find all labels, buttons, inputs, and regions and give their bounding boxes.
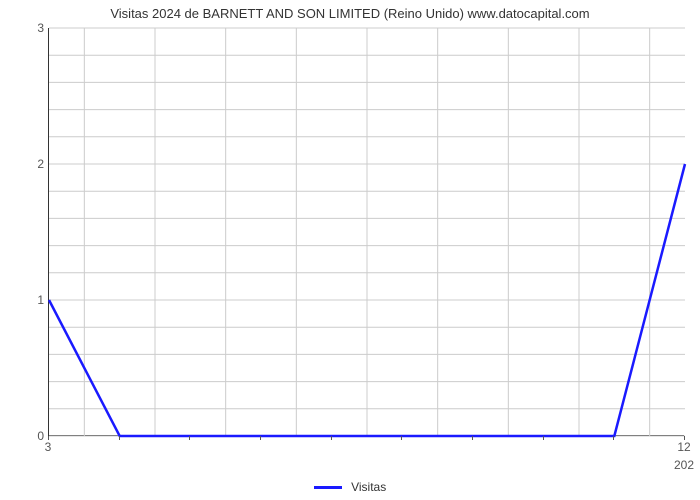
y-tick-label: 1	[14, 293, 44, 307]
x-tick-mark	[331, 436, 332, 440]
x-tick-mark	[119, 436, 120, 440]
y-tick-label: 3	[14, 21, 44, 35]
x-tick-label: 12	[677, 440, 690, 454]
chart-title: Visitas 2024 de BARNETT AND SON LIMITED …	[0, 6, 700, 21]
legend-label: Visitas	[351, 480, 386, 494]
x-tick-mark	[401, 436, 402, 440]
x-tick-mark	[48, 436, 49, 440]
y-tick-label: 2	[14, 157, 44, 171]
y-tick-label: 0	[14, 429, 44, 443]
x-tick-mark	[684, 436, 685, 440]
x-tick-label: 3	[45, 440, 52, 454]
legend: Visitas	[0, 479, 700, 494]
x-tick-secondary-label: 202	[674, 458, 694, 472]
x-tick-mark	[260, 436, 261, 440]
x-tick-mark	[543, 436, 544, 440]
x-tick-mark	[472, 436, 473, 440]
plot-area	[48, 28, 684, 436]
x-tick-mark	[189, 436, 190, 440]
legend-swatch	[314, 486, 342, 489]
x-tick-mark	[613, 436, 614, 440]
line-series	[49, 28, 684, 435]
chart-container: Visitas 2024 de BARNETT AND SON LIMITED …	[0, 0, 700, 500]
